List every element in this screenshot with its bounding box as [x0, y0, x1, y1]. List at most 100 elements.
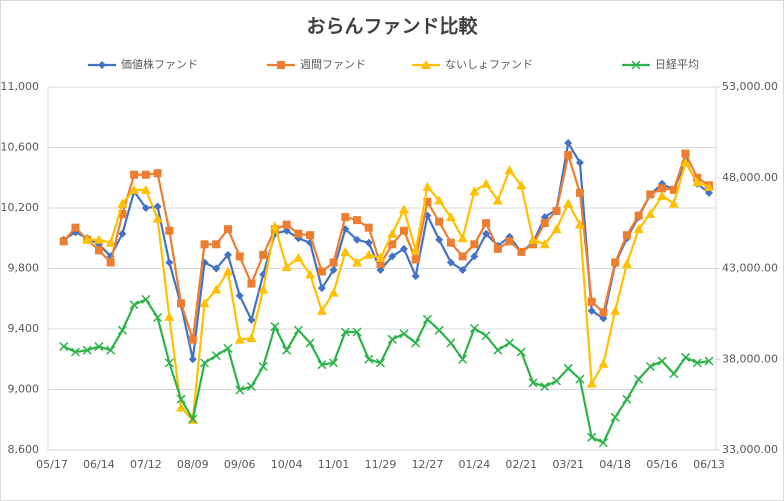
- legend-label: ないしょファンド: [445, 58, 533, 71]
- data-point: [482, 229, 491, 238]
- data-point: [211, 351, 221, 361]
- data-point: [705, 188, 713, 197]
- data-point: [164, 358, 174, 368]
- legend-label: 週間ファンド: [300, 58, 366, 71]
- x-tick-label: 06/13: [693, 458, 725, 471]
- data-point: [317, 284, 326, 293]
- data-point: [446, 258, 455, 267]
- data-point: [704, 181, 714, 191]
- data-point: [270, 322, 280, 332]
- data-point: [188, 335, 197, 344]
- data-point: [387, 334, 397, 344]
- data-point: [353, 235, 362, 244]
- data-point: [634, 374, 644, 384]
- data-point: [177, 299, 186, 308]
- data-point: [598, 438, 608, 448]
- data-point: [211, 284, 222, 294]
- data-point: [517, 247, 526, 256]
- data-point: [164, 311, 175, 321]
- data-point: [305, 269, 316, 279]
- data-point: [269, 221, 280, 231]
- data-point: [598, 358, 609, 368]
- data-point: [411, 338, 421, 348]
- data-point: [657, 190, 668, 200]
- data-point: [152, 213, 163, 223]
- data-point: [223, 225, 232, 234]
- data-point: [117, 198, 128, 208]
- x-tick-label: 11/01: [318, 458, 350, 471]
- data-point: [528, 234, 539, 244]
- data-point: [458, 354, 468, 364]
- data-point: [493, 345, 503, 355]
- data-point: [669, 369, 679, 379]
- data-point: [306, 231, 315, 240]
- data-point: [587, 306, 596, 315]
- data-point: [540, 213, 549, 222]
- data-point: [282, 345, 292, 355]
- data-point: [657, 356, 667, 366]
- x-tick-label: 05/17: [36, 458, 68, 471]
- y2-tick-label: 48,000.00: [722, 171, 778, 184]
- data-point: [165, 258, 174, 267]
- data-point: [575, 188, 584, 197]
- data-point: [199, 358, 210, 368]
- data-point: [435, 217, 444, 226]
- data-point: [470, 240, 479, 249]
- data-point: [376, 259, 385, 268]
- data-point: [329, 358, 339, 368]
- data-point: [435, 235, 444, 244]
- data-point: [364, 354, 374, 364]
- data-point: [258, 361, 268, 372]
- data-point: [247, 315, 256, 324]
- data-point: [388, 252, 397, 261]
- data-point: [445, 212, 456, 222]
- data-point: [282, 220, 291, 229]
- data-point: [375, 252, 386, 262]
- data-point: [540, 381, 550, 392]
- data-point: [611, 258, 620, 267]
- data-point: [622, 394, 632, 404]
- data-point: [493, 244, 502, 253]
- data-point: [363, 249, 374, 259]
- data-point: [141, 170, 150, 179]
- data-point: [645, 361, 655, 372]
- data-point: [94, 246, 103, 255]
- data-point: [235, 291, 244, 300]
- y2-tick-label: 43,000.00: [722, 262, 778, 275]
- data-point: [680, 157, 691, 167]
- data-point: [375, 358, 386, 368]
- chart-title: おらんファンド比較: [306, 15, 478, 38]
- data-point: [153, 312, 163, 323]
- y-tick-label: 9,400: [8, 322, 40, 335]
- data-point: [129, 300, 139, 310]
- data-point: [469, 186, 480, 196]
- data-point: [575, 374, 585, 384]
- y-tick-label: 9,000: [8, 383, 40, 396]
- data-point: [246, 333, 257, 343]
- data-point: [259, 250, 268, 259]
- data-point: [529, 240, 538, 249]
- legend-marker: [98, 61, 106, 69]
- y-tick-label: 10,600: [1, 141, 40, 154]
- data-point: [575, 158, 584, 167]
- data-point: [188, 414, 198, 424]
- x-tick-label: 05/16: [646, 458, 678, 471]
- data-point: [505, 237, 514, 246]
- data-point: [364, 223, 373, 232]
- data-point: [328, 287, 339, 297]
- data-point: [410, 245, 421, 255]
- data-point: [293, 252, 304, 262]
- data-point: [645, 209, 656, 219]
- data-point: [281, 261, 292, 271]
- data-point: [704, 356, 714, 366]
- data-point: [446, 338, 456, 348]
- data-point: [153, 202, 162, 211]
- data-point: [352, 327, 362, 337]
- data-point: [176, 394, 186, 404]
- y2-tick-label: 53,000.00: [722, 80, 778, 93]
- data-point: [223, 343, 233, 353]
- x-tick-label: 10/04: [271, 458, 303, 471]
- data-point: [587, 432, 597, 442]
- legend-marker: [421, 60, 431, 69]
- data-point: [458, 266, 467, 275]
